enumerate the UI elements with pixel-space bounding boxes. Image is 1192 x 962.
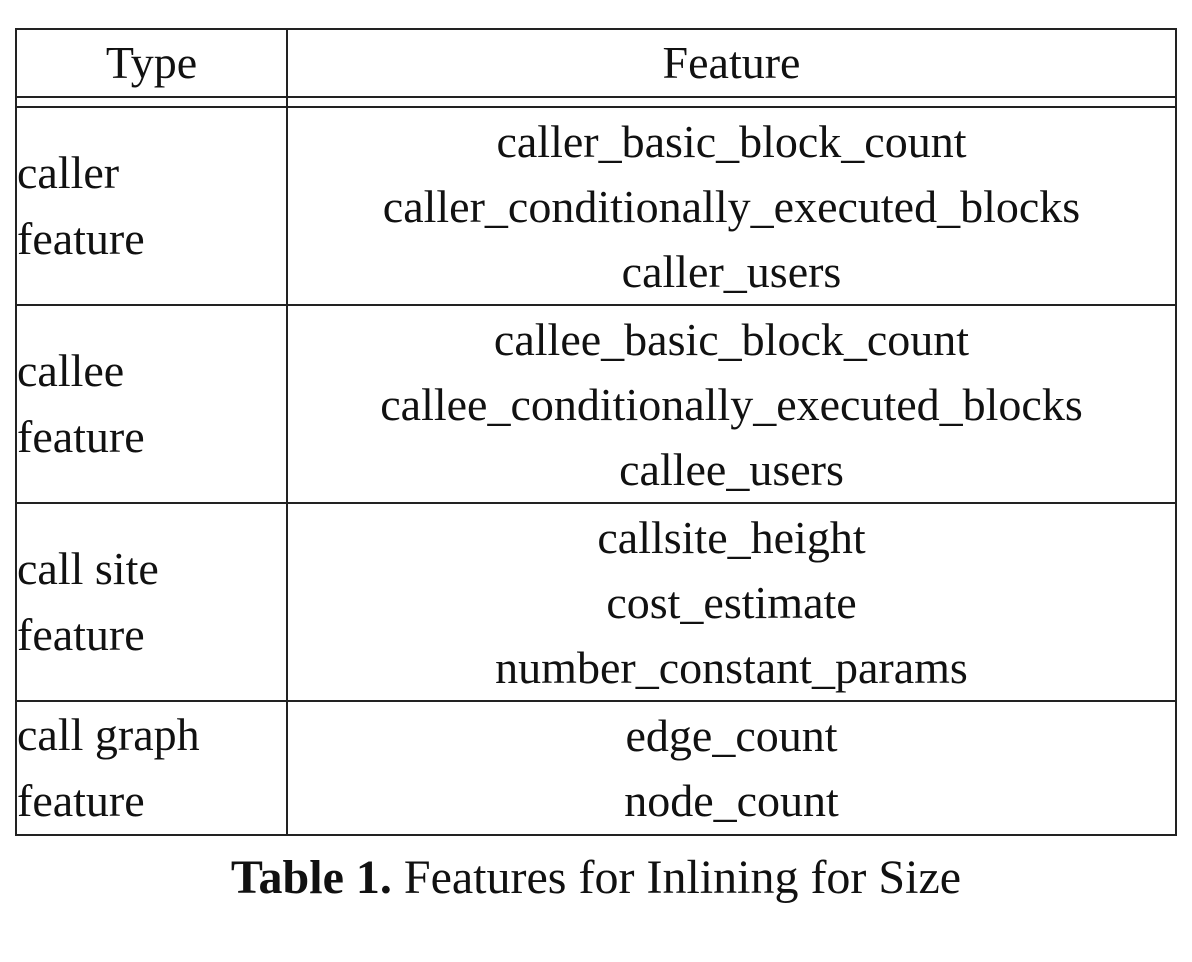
type-label: feature <box>17 775 145 826</box>
feature-cell: edge_count node_count <box>286 700 1177 836</box>
feature-name: caller_conditionally_executed_blocks <box>382 180 1081 232</box>
type-label: feature <box>17 609 145 660</box>
feature-name: edge_count <box>625 710 838 761</box>
features-table-container: Type Feature caller feature caller_basic… <box>15 28 1177 836</box>
type-cell: call site feature <box>15 502 288 702</box>
table-row: call graph feature edge_count node_count <box>15 700 1177 836</box>
header-feature: Feature <box>286 28 1177 98</box>
type-label: callee <box>17 345 125 396</box>
table-caption: Table 1. Features for Inlining for Size <box>0 848 1192 908</box>
feature-name: number_constant_params <box>495 641 968 693</box>
type-label: feature <box>17 213 145 264</box>
type-label: call graph <box>17 709 200 760</box>
caption-text: Features for Inlining for Size <box>391 851 962 904</box>
type-cell: callee feature <box>15 304 288 504</box>
table-row: callee feature callee_basic_block_count … <box>15 304 1177 504</box>
header-double-rule <box>15 96 1177 108</box>
feature-cell: caller_basic_block_count caller_conditio… <box>286 106 1177 306</box>
table-header-row: Type Feature <box>15 28 1177 98</box>
type-label: caller <box>17 147 120 198</box>
feature-name: callee_basic_block_count <box>493 313 970 365</box>
feature-name: callsite_height <box>597 511 866 563</box>
type-label: call site <box>17 543 159 594</box>
features-table: Type Feature caller feature caller_basic… <box>15 28 1177 836</box>
feature-name: callee_conditionally_executed_blocks <box>380 378 1083 430</box>
header-type: Type <box>15 28 288 98</box>
feature-cell: callsite_height cost_estimate number_con… <box>286 502 1177 702</box>
feature-name: caller_users <box>621 245 842 297</box>
feature-cell: callee_basic_block_count callee_conditio… <box>286 304 1177 504</box>
table-row: call site feature callsite_height cost_e… <box>15 502 1177 702</box>
type-label: feature <box>17 411 145 462</box>
table-row: caller feature caller_basic_block_count … <box>15 106 1177 306</box>
feature-name: cost_estimate <box>606 576 857 628</box>
type-cell: call graph feature <box>15 700 288 836</box>
feature-name: caller_basic_block_count <box>496 115 967 167</box>
feature-name: callee_users <box>619 443 844 495</box>
type-cell: caller feature <box>15 106 288 306</box>
caption-label: Table 1. <box>230 851 392 904</box>
feature-name: node_count <box>624 775 839 826</box>
